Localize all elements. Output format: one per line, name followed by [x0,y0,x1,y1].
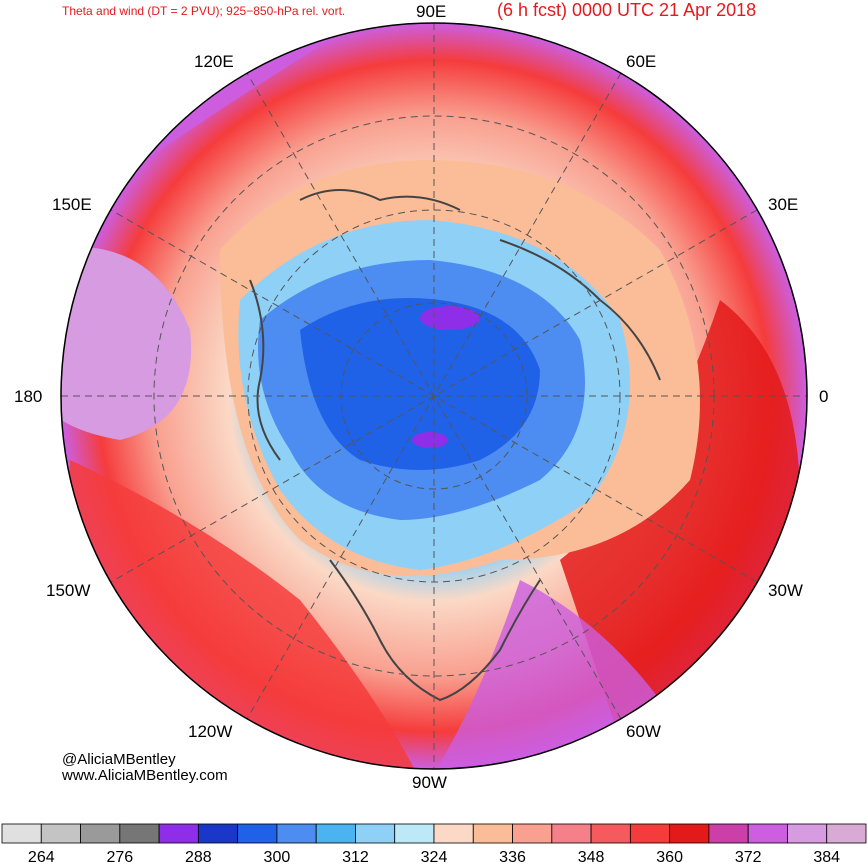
colorbar-label: 372 [734,849,762,866]
lon-label-120w: 120W [188,722,233,741]
colorbar-swatch-5 [197,823,239,844]
colorbar-swatch-7 [276,823,317,844]
colorbar-swatch-14 [551,823,592,844]
lon-label-120e: 120E [194,52,234,71]
map-disk [61,23,807,769]
colorbar-swatch-2 [80,823,121,844]
colorbar-label: 384 [813,849,841,866]
colorbar-swatch-1 [40,823,81,844]
graticule [61,23,807,769]
colorbar-label: 288 [185,849,212,866]
colorbar-swatch-16 [629,823,671,844]
colorbar-swatch-19 [747,823,788,844]
colorbar-swatch-9 [355,823,396,844]
cold-pool-deepblue [300,298,540,470]
lon-label-30w: 30W [768,581,803,600]
colorbar-swatch-4 [158,823,199,844]
chart-title-right: (6 h fcst) 0000 UTC 21 Apr 2018 [497,0,757,20]
credit-website: www.AliciaMBentley.com [62,767,228,784]
colorbar-swatch-21 [826,823,867,844]
lon-label-90e: 90E [416,2,447,21]
colorbar-swatch-0 [1,823,42,844]
colorbar-label: 276 [106,849,134,866]
colorbar-swatch-6 [237,823,278,844]
cold-core-purple-2 [412,432,448,448]
colorbar-swatch-18 [708,823,749,844]
colorbar-swatch-12 [472,823,513,844]
colorbar [1,823,867,844]
colorbar-swatch-17 [669,823,710,844]
colorbar-swatch-15 [590,823,631,844]
coastlines [249,189,661,702]
colorbar-swatch-3 [119,823,160,844]
colorbar-label: 300 [263,849,291,866]
polar-map [60,22,808,770]
colorbar-label: 360 [656,849,683,866]
lon-label-150e: 150E [52,195,92,214]
colorbar-label: 264 [27,849,55,866]
colorbar-label: 348 [577,849,605,866]
lon-label-0: 0 [819,387,829,406]
map-border [60,22,808,770]
lon-label-60e: 60E [626,52,657,71]
colorbar-label: 312 [342,849,369,866]
credit-handle: @AliciaMBentley [62,751,176,768]
colorbar-label: 336 [499,849,526,866]
colorbar-swatch-20 [787,823,828,844]
lon-label-90w: 90W [412,773,447,792]
lon-label-150w: 150W [46,581,91,600]
colorbar-swatch-13 [512,823,553,844]
lon-label-30e: 30E [768,195,799,214]
red-region-southeast [560,300,800,740]
colorbar-swatch-11 [433,823,474,844]
chart-title-left: Theta and wind (DT = 2 PVU); 925−850-hPa… [62,4,346,18]
cold-core-purple [420,306,480,330]
colorbar-swatch-10 [394,823,435,844]
colorbar-swatch-8 [315,823,356,844]
lon-label-180: 180 [14,387,43,406]
colorbar-label: 324 [420,849,448,866]
lon-label-60w: 60W [626,722,661,741]
lavender-region-west [61,246,192,440]
credit-block: @AliciaMBentley www.AliciaMBentley.com [62,752,228,784]
